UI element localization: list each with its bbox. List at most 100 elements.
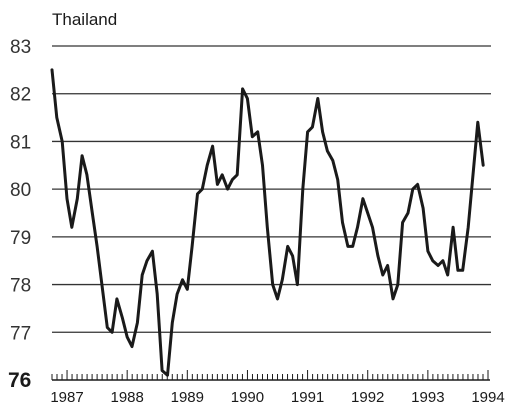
data-point <box>66 197 68 200</box>
x-axis <box>51 370 490 381</box>
data-point <box>171 321 174 324</box>
data-point <box>281 279 284 281</box>
data-point <box>131 345 133 348</box>
y-axis-tick-labels: 76 77 78 79 80 81 82 83 <box>8 37 31 392</box>
data-point <box>371 226 374 229</box>
data-point <box>141 274 143 276</box>
data-point <box>51 69 53 71</box>
x-tick-label: 1992 <box>351 389 384 406</box>
data-point <box>422 207 424 209</box>
data-point <box>196 193 199 195</box>
data-point <box>461 269 464 272</box>
x-tick-label: 1993 <box>411 389 444 406</box>
data-point <box>176 293 178 295</box>
data-point <box>246 97 249 100</box>
data-point <box>266 226 269 229</box>
data-point <box>91 212 94 214</box>
data-point <box>186 288 189 291</box>
data-point <box>302 188 304 190</box>
data-point <box>296 283 299 286</box>
data-point <box>151 250 154 252</box>
data-point <box>427 250 429 252</box>
data-point <box>256 131 259 133</box>
data-point <box>221 174 223 176</box>
data-point <box>392 298 394 300</box>
data-point <box>156 293 158 295</box>
data-point <box>181 279 184 281</box>
data-point <box>397 283 399 286</box>
series-layer <box>50 68 485 377</box>
data-point <box>407 212 409 214</box>
y-tick-label: 79 <box>10 228 31 249</box>
x-tick-label: 1987 <box>50 389 83 406</box>
data-point <box>136 321 139 324</box>
data-point <box>161 369 163 372</box>
data-point <box>442 259 444 262</box>
data-point <box>146 259 148 262</box>
data-point <box>211 145 214 147</box>
data-point <box>366 212 369 214</box>
data-point <box>467 226 470 229</box>
data-point <box>251 135 254 138</box>
data-point <box>291 255 294 257</box>
data-point <box>416 183 419 186</box>
data-point <box>341 221 344 224</box>
data-point <box>472 174 474 176</box>
data-point <box>271 283 274 286</box>
data-point <box>477 121 479 124</box>
data-point <box>386 264 389 267</box>
data-point <box>61 140 63 143</box>
data-point <box>412 188 414 190</box>
data-point <box>326 150 329 152</box>
y-tick-label: 82 <box>10 85 31 106</box>
y-tick-label: 77 <box>10 323 31 344</box>
data-point <box>116 298 118 300</box>
data-point <box>446 274 449 276</box>
data-point <box>351 245 354 248</box>
data-point <box>306 131 309 133</box>
series-line-0 <box>50 68 485 377</box>
data-point <box>206 164 208 167</box>
y-tick-label: 83 <box>10 37 31 58</box>
data-point <box>261 164 264 167</box>
y-tick-label: 76 <box>8 369 31 392</box>
data-point <box>317 97 319 100</box>
data-point <box>241 88 244 90</box>
data-point <box>276 298 279 300</box>
data-point <box>76 197 79 200</box>
data-point <box>356 226 359 229</box>
data-point <box>96 245 98 248</box>
data-point <box>482 164 485 167</box>
data-point <box>401 221 404 224</box>
data-point <box>347 245 349 248</box>
data-point <box>377 255 379 257</box>
data-point <box>336 178 339 181</box>
data-point <box>81 154 83 157</box>
data-point <box>121 317 124 319</box>
x-tick-label: 1990 <box>231 389 264 406</box>
data-point <box>191 245 193 248</box>
data-point <box>216 183 219 186</box>
data-point <box>321 131 324 133</box>
data-point <box>437 264 439 267</box>
data-point <box>201 188 204 190</box>
x-tick-label: 1989 <box>171 389 204 406</box>
data-point <box>452 226 454 229</box>
y-tick-label: 78 <box>10 276 31 297</box>
x-tick-label: 1991 <box>291 389 324 406</box>
y-tick-label: 81 <box>10 132 31 153</box>
chart-title: Thailand <box>52 10 117 29</box>
data-point <box>286 245 289 248</box>
x-axis-tick-labels: 1987 1988 1989 1990 1991 1992 1993 1994 <box>50 389 504 406</box>
data-point <box>86 174 88 176</box>
data-point <box>71 226 73 229</box>
data-point <box>56 116 58 119</box>
data-point <box>332 159 334 162</box>
data-point <box>311 126 314 128</box>
x-tick-label: 1988 <box>110 389 143 406</box>
data-point <box>431 259 434 262</box>
data-point <box>457 269 459 272</box>
data-point <box>362 197 364 200</box>
data-point <box>106 326 109 329</box>
